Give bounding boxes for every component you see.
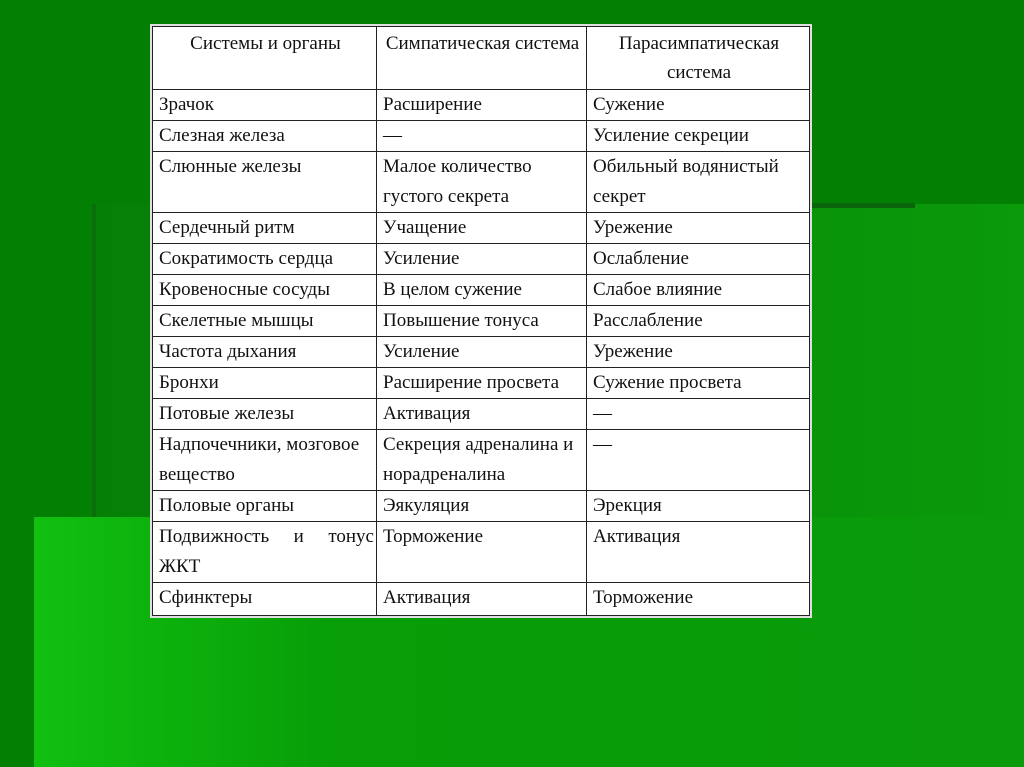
parasympathetic-cell: Урежение <box>586 336 810 368</box>
sympathetic-cell: Расширение <box>376 89 587 121</box>
sympathetic-cell: Учащение <box>376 212 587 244</box>
parasympathetic-cell: Торможение <box>586 582 810 616</box>
table-row: Сердечный ритм Учащение Урежение <box>152 212 810 244</box>
organ-cell: Половые органы <box>152 490 377 522</box>
sympathetic-cell: Повышение тонуса <box>376 305 587 337</box>
table-row: Кровеносные сосуды В целом сужение Слабое … <box>152 274 810 306</box>
organ-cell: Слезная железа <box>152 120 377 152</box>
parasympathetic-cell: Урежение <box>586 212 810 244</box>
parasympathetic-cell: Активация <box>586 521 810 583</box>
table-row: Половые органы Эякуляция Эрекция <box>152 490 810 522</box>
sympathetic-cell: Торможение <box>376 521 587 583</box>
organ-cell: Надпочечники, мозговое вещество <box>152 429 377 491</box>
sympathetic-cell: В целом сужение <box>376 274 587 306</box>
parasympathetic-cell: Эрекция <box>586 490 810 522</box>
parasympathetic-cell: Сужение просвета <box>586 367 810 399</box>
organ-cell: Зрачок <box>152 89 377 121</box>
column-header: Симпатическая система <box>376 26 587 90</box>
sympathetic-cell: Секреция адреналина и норадреналина <box>376 429 587 491</box>
organ-cell: Бронхи <box>152 367 377 399</box>
parasympathetic-cell: Ослабление <box>586 243 810 275</box>
comparison-table: Системы и органы Симпатическая система П… <box>150 24 812 618</box>
sympathetic-cell: Усиление <box>376 336 587 368</box>
column-header: Системы и органы <box>152 26 377 90</box>
parasympathetic-cell: Обильный водянистый секрет <box>586 151 810 213</box>
organ-cell: Потовые железы <box>152 398 377 430</box>
table-row: Потовые железы Активация — <box>152 398 810 430</box>
table-row: Сфинктеры Активация Торможение <box>152 582 810 616</box>
table-row: Надпочечники, мозговое вещество Секреция … <box>152 429 810 491</box>
parasympathetic-cell: — <box>586 429 810 491</box>
table-row: Подвижность и тонус ЖКТ Торможение Активац… <box>152 521 810 583</box>
parasympathetic-cell: Усиление секреции <box>586 120 810 152</box>
organ-cell: Подвижность и тонус ЖКТ <box>152 521 377 583</box>
column-header: Парасимпатическая система <box>586 26 810 90</box>
sympathetic-cell: — <box>376 120 587 152</box>
table-row: Сократимость сердца Усиление Ослабление <box>152 243 810 275</box>
sympathetic-cell: Активация <box>376 582 587 616</box>
sympathetic-cell: Эякуляция <box>376 490 587 522</box>
table-row: Бронхи Расширение просвета Сужение просвет… <box>152 367 810 399</box>
table-row: Зрачок Расширение Сужение <box>152 89 810 121</box>
parasympathetic-cell: Расслабление <box>586 305 810 337</box>
organ-cell: Сфинктеры <box>152 582 377 616</box>
sympathetic-cell: Расширение просвета <box>376 367 587 399</box>
organ-cell: Слюнные железы <box>152 151 377 213</box>
organ-cell: Скелетные мышцы <box>152 305 377 337</box>
parasympathetic-cell: Сужение <box>586 89 810 121</box>
table-row: Слезная железа — Усиление секреции <box>152 120 810 152</box>
organ-cell: Сократимость сердца <box>152 243 377 275</box>
table-row: Слюнные железы Малое количество густого с… <box>152 151 810 213</box>
parasympathetic-cell: — <box>586 398 810 430</box>
sympathetic-cell: Малое количество густого секрета <box>376 151 587 213</box>
table-header-row: Системы и органы Симпатическая система П… <box>152 26 810 90</box>
parasympathetic-cell: Слабое влияние <box>586 274 810 306</box>
organ-cell: Кровеносные сосуды <box>152 274 377 306</box>
organ-cell: Сердечный ритм <box>152 212 377 244</box>
sympathetic-cell: Усиление <box>376 243 587 275</box>
table-row: Скелетные мышцы Повышение тонуса Расслабле… <box>152 305 810 337</box>
table-row: Частота дыхания Усиление Урежение <box>152 336 810 368</box>
organ-cell: Частота дыхания <box>152 336 377 368</box>
sympathetic-cell: Активация <box>376 398 587 430</box>
